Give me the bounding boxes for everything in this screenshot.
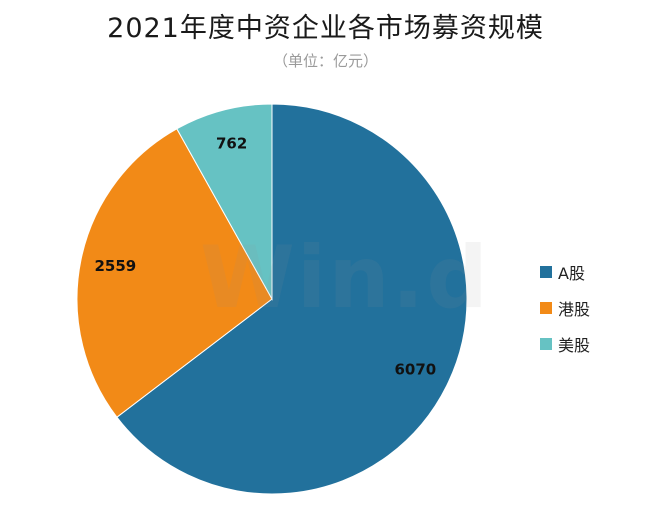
chart-title: 2021年度中资企业各市场募资规模 xyxy=(107,13,544,44)
legend-item-2: 港股 xyxy=(540,290,590,326)
data-label-3: 762 xyxy=(216,135,247,153)
data-label-1: 6070 xyxy=(395,361,437,379)
legend-swatch-1 xyxy=(540,266,552,278)
legend-swatch-3 xyxy=(540,338,552,350)
chart-subtitle: （单位：亿元） xyxy=(272,52,378,70)
legend-item-3: 美股 xyxy=(540,326,590,362)
pie-slice-1 xyxy=(116,103,468,495)
legend-swatch-2 xyxy=(540,302,552,314)
legend-label-1: A股 xyxy=(558,264,585,283)
legend-label-2: 港股 xyxy=(558,300,591,319)
data-label-2: 2559 xyxy=(94,257,136,275)
legend-label-3: 美股 xyxy=(558,336,591,355)
legend: A股港股美股 xyxy=(540,254,590,362)
watermark-logo: Win.d xyxy=(200,228,490,328)
legend-item-1: A股 xyxy=(540,254,590,290)
pie-slice-3 xyxy=(176,103,273,301)
pie-slice-2 xyxy=(76,128,273,418)
